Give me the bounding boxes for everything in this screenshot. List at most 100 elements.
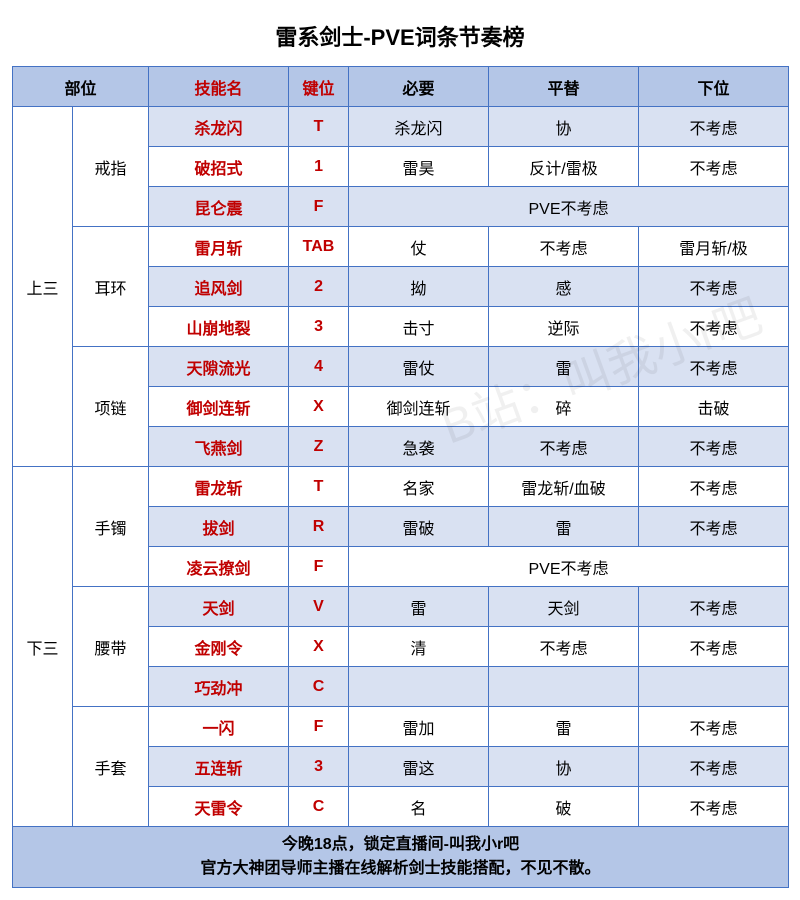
- table-row: 项链 天隙流光 4 雷仗 雷 不考虑: [13, 347, 789, 387]
- skill-key: 3: [289, 307, 349, 347]
- cell-merged: PVE不考虑: [349, 547, 789, 587]
- cell-low: 不考虑: [639, 707, 789, 747]
- cell-alt: [489, 667, 639, 707]
- cell-alt: 感: [489, 267, 639, 307]
- cell-low: 不考虑: [639, 507, 789, 547]
- cell-need: 雷: [349, 587, 489, 627]
- cell-low: 不考虑: [639, 747, 789, 787]
- part-ring: 戒指: [73, 107, 149, 227]
- cell-alt: 雷龙斩/血破: [489, 467, 639, 507]
- skill-name: 山崩地裂: [149, 307, 289, 347]
- header-skill: 技能名: [149, 67, 289, 107]
- footer-line1: 今晚18点，锁定直播间-叫我小r吧: [13, 833, 788, 857]
- skill-name: 御剑连斩: [149, 387, 289, 427]
- cell-low: 不考虑: [639, 627, 789, 667]
- page-title: 雷系剑士-PVE词条节奏榜: [12, 12, 788, 66]
- cell-need: 雷加: [349, 707, 489, 747]
- skill-key: R: [289, 507, 349, 547]
- cell-need: 仗: [349, 227, 489, 267]
- cell-low: 不考虑: [639, 587, 789, 627]
- part-glove: 手套: [73, 707, 149, 827]
- cell-low: 不考虑: [639, 267, 789, 307]
- header-alt: 平替: [489, 67, 639, 107]
- cell-low: 雷月斩/极: [639, 227, 789, 267]
- cell-low: 击破: [639, 387, 789, 427]
- cell-need: 击寸: [349, 307, 489, 347]
- table-row: 上三 戒指 杀龙闪 T 杀龙闪 协 不考虑: [13, 107, 789, 147]
- cell-need: 急袭: [349, 427, 489, 467]
- skill-key: 4: [289, 347, 349, 387]
- footer-line2: 官方大神团导师主播在线解析剑士技能搭配，不见不散。: [13, 857, 788, 881]
- skill-key: F: [289, 187, 349, 227]
- cell-alt: 破: [489, 787, 639, 827]
- cell-alt: 雷: [489, 347, 639, 387]
- skill-key: F: [289, 707, 349, 747]
- header-row: 部位 技能名 键位 必要 平替 下位: [13, 67, 789, 107]
- cell-alt: 协: [489, 747, 639, 787]
- skill-key: T: [289, 107, 349, 147]
- cell-low: 不考虑: [639, 787, 789, 827]
- cell-alt: 逆际: [489, 307, 639, 347]
- part-bracelet: 手镯: [73, 467, 149, 587]
- skill-key: F: [289, 547, 349, 587]
- header-part: 部位: [13, 67, 149, 107]
- skill-name: 天雷令: [149, 787, 289, 827]
- part-earring: 耳环: [73, 227, 149, 347]
- skill-name: 雷月斩: [149, 227, 289, 267]
- cell-alt: 反计/雷极: [489, 147, 639, 187]
- skill-name: 天剑: [149, 587, 289, 627]
- cell-alt: 协: [489, 107, 639, 147]
- cell-need: [349, 667, 489, 707]
- cell-alt: 碎: [489, 387, 639, 427]
- skill-key: T: [289, 467, 349, 507]
- skill-key: X: [289, 627, 349, 667]
- skill-key: 3: [289, 747, 349, 787]
- part-necklace: 项链: [73, 347, 149, 467]
- skill-name: 破招式: [149, 147, 289, 187]
- header-need: 必要: [349, 67, 489, 107]
- table-row: 耳环 雷月斩 TAB 仗 不考虑 雷月斩/极: [13, 227, 789, 267]
- cell-alt: 不考虑: [489, 227, 639, 267]
- cell-alt: 雷: [489, 707, 639, 747]
- skill-key: C: [289, 787, 349, 827]
- footer-row: 今晚18点，锁定直播间-叫我小r吧 官方大神团导师主播在线解析剑士技能搭配，不见…: [13, 827, 789, 888]
- skill-key: Z: [289, 427, 349, 467]
- group-bottom: 下三: [13, 467, 73, 827]
- skill-name: 五连斩: [149, 747, 289, 787]
- cell-need: 雷仗: [349, 347, 489, 387]
- skill-name: 拔剑: [149, 507, 289, 547]
- cell-need: 雷破: [349, 507, 489, 547]
- group-top: 上三: [13, 107, 73, 467]
- skill-key: TAB: [289, 227, 349, 267]
- cell-low: 不考虑: [639, 107, 789, 147]
- cell-need: 拗: [349, 267, 489, 307]
- skill-name: 巧劲冲: [149, 667, 289, 707]
- cell-alt: 不考虑: [489, 427, 639, 467]
- skill-key: 2: [289, 267, 349, 307]
- header-key: 键位: [289, 67, 349, 107]
- footer-cell: 今晚18点，锁定直播间-叫我小r吧 官方大神团导师主播在线解析剑士技能搭配，不见…: [13, 827, 789, 888]
- part-belt: 腰带: [73, 587, 149, 707]
- table-row: 下三 手镯 雷龙斩 T 名家 雷龙斩/血破 不考虑: [13, 467, 789, 507]
- cell-alt: 雷: [489, 507, 639, 547]
- skill-key: V: [289, 587, 349, 627]
- cell-need: 名: [349, 787, 489, 827]
- cell-low: 不考虑: [639, 147, 789, 187]
- cell-need: 御剑连斩: [349, 387, 489, 427]
- cell-low: 不考虑: [639, 347, 789, 387]
- cell-alt: 天剑: [489, 587, 639, 627]
- table-row: 腰带 天剑 V 雷 天剑 不考虑: [13, 587, 789, 627]
- cell-merged: PVE不考虑: [349, 187, 789, 227]
- skill-name: 杀龙闪: [149, 107, 289, 147]
- main-table: 部位 技能名 键位 必要 平替 下位 上三 戒指 杀龙闪 T 杀龙闪 协 不考虑…: [12, 66, 789, 888]
- skill-name: 追风剑: [149, 267, 289, 307]
- skill-key: C: [289, 667, 349, 707]
- page-wrap: B站：叫我小r吧 雷系剑士-PVE词条节奏榜 部位 技能名 键位 必要 平替 下…: [12, 12, 788, 888]
- skill-name: 金刚令: [149, 627, 289, 667]
- skill-key: X: [289, 387, 349, 427]
- cell-low: 不考虑: [639, 307, 789, 347]
- skill-name: 昆仑震: [149, 187, 289, 227]
- skill-name: 凌云撩剑: [149, 547, 289, 587]
- table-row: 手套 一闪 F 雷加 雷 不考虑: [13, 707, 789, 747]
- cell-low: 不考虑: [639, 467, 789, 507]
